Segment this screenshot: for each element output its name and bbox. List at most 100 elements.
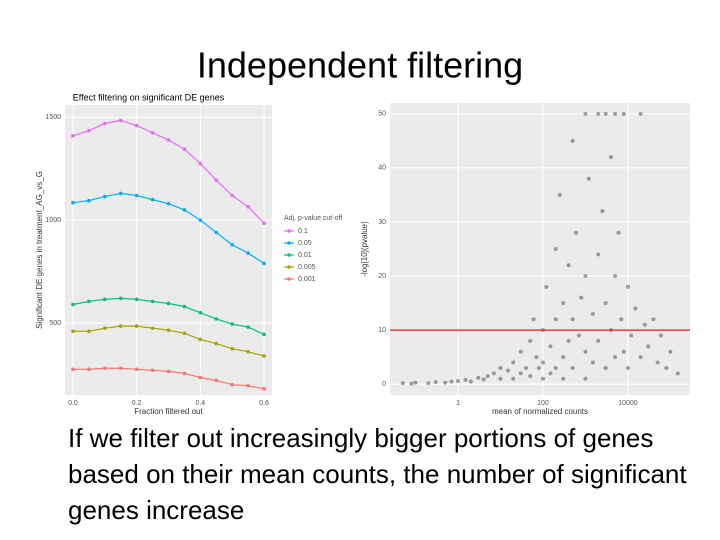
scatter-point [485,374,490,379]
scatter-point [574,230,579,235]
series-point [71,134,75,138]
scatter-point [655,360,660,365]
scatter-point [675,371,680,376]
series-point [198,218,203,222]
scatter-point [528,338,533,343]
scatter-point [468,379,473,384]
scatter-point [664,365,669,370]
scatter-point [600,209,605,214]
y-tick-label: 40 [378,165,386,172]
series-point [134,193,139,198]
series-point [182,371,187,376]
scatter-point [576,333,581,338]
legend-swatch-dot [287,277,291,281]
scatter-point [511,376,516,381]
scatter-point [409,381,414,386]
series-point [166,369,171,374]
scatter-point [413,380,418,385]
scatter-point [583,274,588,279]
y-tick-label: 10 [378,327,386,334]
series-point [150,326,155,330]
scatter-point [548,371,553,376]
series-point [103,366,107,371]
series-point [262,332,266,337]
scatter-point [646,344,651,349]
body-text: If we filter out increasingly bigger por… [68,423,687,525]
series-point [214,378,219,383]
scatter-point [603,365,608,370]
series-point [182,147,187,152]
scatter-point [638,355,643,360]
series-point [230,382,234,387]
legend-swatch-dot [287,265,291,269]
series-point [118,296,123,301]
series-point [230,243,234,247]
scatter-point [481,377,486,382]
y-tick-label: 1000 [45,217,61,224]
y-axis-label: Significant DE genes in treatment_AG_vs_… [35,171,44,329]
series-point [118,324,123,328]
series-point [182,331,187,336]
legend-swatch-dot [287,253,291,257]
scatter-point [642,322,647,327]
series-point [87,128,91,133]
series-point [103,194,107,199]
legend-title: Adj. p-value cut-off [284,215,342,222]
series-point [198,337,203,342]
series-point [246,350,250,354]
series-point [246,205,250,209]
scatter-point [561,301,566,306]
scatter-point [570,365,575,370]
series-point [166,328,171,333]
scatter-point [633,306,638,311]
legend-label: 0.05 [298,240,312,247]
scatter-point [456,378,461,383]
scatter-point [629,333,634,338]
scatter-point [625,365,630,370]
scatter-point [553,317,558,322]
scatter-point [651,317,656,322]
scatter-point [544,284,549,289]
scatter-point [596,252,601,257]
x-tick-label: 100 [537,400,549,407]
x-tick-label: 0.0 [68,400,78,407]
series-point [118,191,123,196]
series-point [103,297,107,302]
series-point [87,299,91,304]
series-point [71,200,75,205]
y-tick-label: 1500 [45,114,61,121]
series-point [166,138,171,142]
series-point [150,368,155,373]
scatter-point [590,311,595,316]
scatter-point [505,368,510,373]
series-point [103,326,107,330]
scatter-point [426,381,431,386]
series-point [198,375,203,380]
scatter-point [498,365,503,370]
series-point [262,387,266,391]
series-point [214,230,219,235]
scatter-point [613,111,618,116]
series-point [71,302,75,307]
scatter-point [518,349,523,354]
scatter-point [608,155,613,160]
scatter-point [625,284,630,289]
scatter-point [658,333,663,338]
plot-panel [65,105,272,395]
series-point [166,301,171,306]
series-point [134,324,139,328]
series-point [246,325,250,329]
scatter-point [621,349,626,354]
scatter-point [570,138,575,143]
series-point [262,221,266,226]
series-point [87,329,91,334]
series-point [198,161,203,166]
series-point [150,299,155,304]
series-point [182,208,187,212]
x-tick-label: 0.6 [259,400,269,407]
scatter-point [463,377,468,382]
series-point [134,123,139,128]
series-point [214,317,219,321]
scatter-point [583,349,588,354]
